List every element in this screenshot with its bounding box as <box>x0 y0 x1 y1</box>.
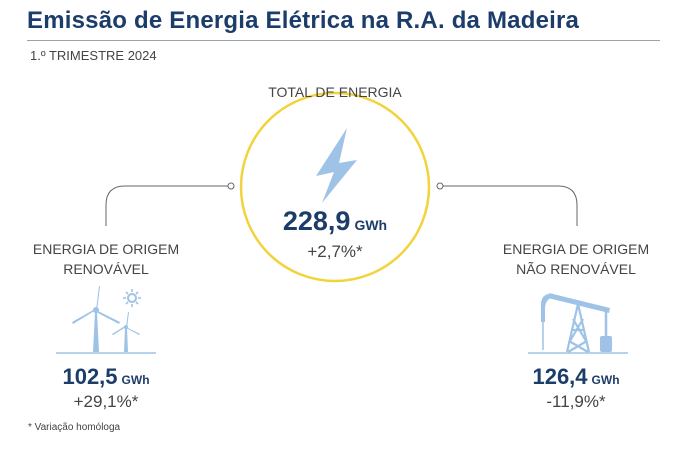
lightning-bolt-icon <box>316 128 357 203</box>
non-renewable-value-number: 126,4 <box>532 364 588 389</box>
renewable-value-number: 102,5 <box>62 364 118 389</box>
non-renewable-label-line1: ENERGIA DE ORIGEM <box>502 241 650 257</box>
wind-turbine-sun-icon <box>56 286 156 354</box>
non-renewable-variation: -11,9%* <box>546 392 606 411</box>
non-renewable-label-line2: NÃO RENOVÁVEL <box>516 261 636 277</box>
total-value-number: 228,9 <box>282 206 351 236</box>
non-renewable-value: 126,4 GWh <box>476 364 676 390</box>
non-renewable-label: ENERGIA DE ORIGEM NÃO RENOVÁVEL <box>476 239 676 279</box>
title-divider <box>27 40 660 41</box>
period-subtitle: 1.º TRIMESTRE 2024 <box>30 48 157 63</box>
total-energy-label: TOTAL DE ENERGIA <box>268 84 402 100</box>
renewable-label: ENERGIA DE ORIGEM RENOVÁVEL <box>6 239 206 279</box>
total-circle <box>239 91 431 283</box>
renewable-variation: +29,1%* <box>73 392 139 411</box>
non-renewable-value-unit: GWh <box>591 373 620 387</box>
renewable-value-unit: GWh <box>121 373 150 387</box>
right-connector-dot <box>436 182 444 190</box>
footnote: * Variação homóloga <box>28 422 121 433</box>
left-connector-line <box>105 185 228 226</box>
page-title: Emissão de Energia Elétrica na R.A. da M… <box>27 7 580 34</box>
left-connector-dot <box>227 182 235 190</box>
right-connector-line <box>443 185 578 226</box>
total-energy-value: 228,9 GWh <box>230 206 440 237</box>
oil-pumpjack-icon <box>528 293 628 354</box>
renewable-label-line2: RENOVÁVEL <box>63 261 149 277</box>
total-energy-variation: +2,7%* <box>307 242 363 261</box>
renewable-value: 102,5 GWh <box>6 364 206 390</box>
total-value-unit: GWh <box>354 217 388 233</box>
renewable-label-line1: ENERGIA DE ORIGEM <box>32 241 180 257</box>
